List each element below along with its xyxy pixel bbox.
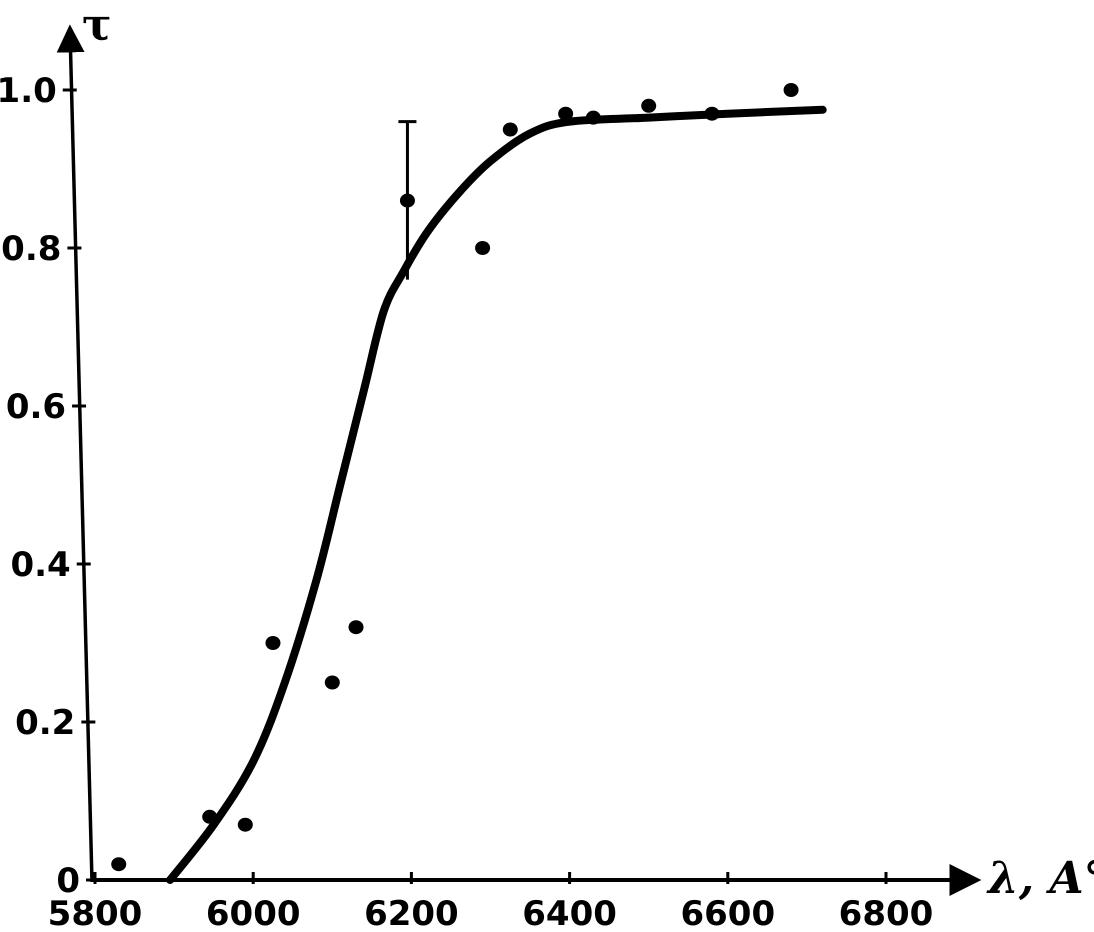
data-point: [502, 122, 518, 137]
y-tick-label: 0: [56, 861, 80, 901]
data-point: [475, 241, 491, 255]
x-tick-label: 6000: [206, 894, 301, 932]
y-axis-line: [56, 24, 94, 883]
data-point: [558, 106, 574, 121]
data-point: [585, 110, 601, 125]
data-point: [324, 675, 340, 690]
y-tick-label: 0.2: [15, 703, 75, 743]
x-axis-label: λ, A°: [986, 853, 1094, 904]
data-point: [265, 636, 281, 650]
data-point: [111, 857, 127, 872]
y-tick-label: 0.4: [10, 545, 70, 585]
y-tick-label: 1.0: [0, 71, 57, 111]
data-point: [783, 83, 799, 97]
y-tick-label: 0.6: [6, 387, 66, 427]
x-tick-label: 6800: [839, 894, 934, 932]
data-point: [237, 817, 253, 832]
data-points: [111, 83, 799, 872]
data-point: [704, 106, 720, 121]
x-tick-label: 6400: [522, 894, 617, 932]
data-point: [202, 809, 218, 824]
data-point: [348, 620, 364, 635]
x-tick-label: 6200: [364, 894, 459, 932]
axes: [56, 24, 982, 896]
data-point: [399, 193, 415, 208]
fit-curve-group: [166, 105, 827, 884]
fit-curve: [166, 105, 827, 884]
ticks: 5800 6000 6200 6400 6600 6800 0 0.2 0.4 0.6 0.8 1.0: [0, 71, 933, 932]
x-tick-label: 5800: [48, 894, 143, 932]
data-point: [641, 98, 657, 113]
y-axis-label: τ: [82, 0, 112, 51]
x-tick-label: 6600: [680, 894, 775, 932]
y-tick-label: 0.8: [1, 229, 61, 269]
